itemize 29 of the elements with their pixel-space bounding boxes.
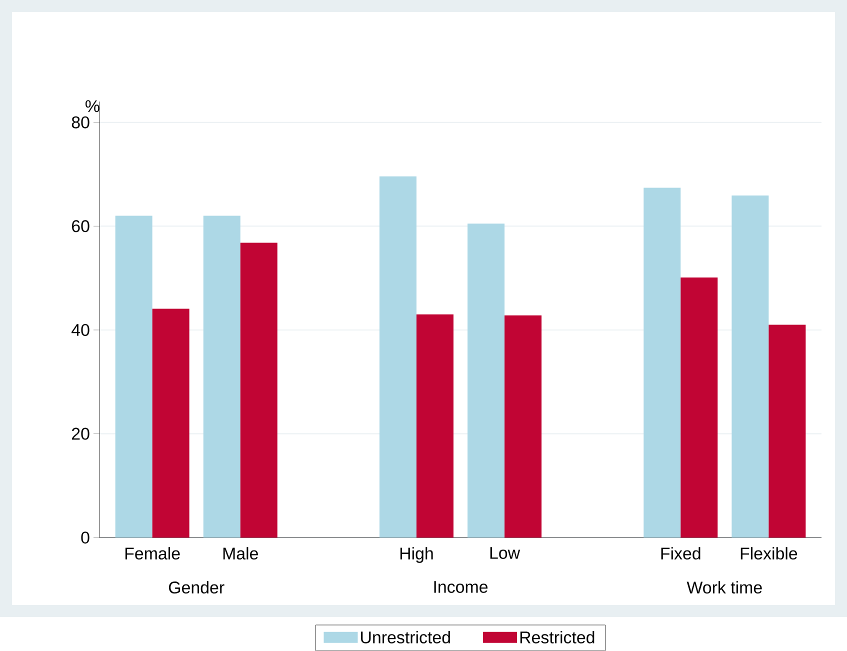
y-tick-label: 80 xyxy=(72,116,90,128)
x-tick-label: Flexible xyxy=(740,547,798,560)
y-tick-label: 40 xyxy=(72,324,90,336)
y-tick-label: 0 xyxy=(81,532,90,544)
x-tick-label: Low xyxy=(490,547,520,559)
y-tick-label: 20 xyxy=(72,428,90,440)
bar xyxy=(115,216,152,538)
bar xyxy=(203,216,240,538)
bar xyxy=(240,242,278,538)
y-tick-label: 60 xyxy=(72,220,90,232)
bar xyxy=(416,314,454,538)
y-axis-title: % xyxy=(86,100,100,112)
bar xyxy=(504,315,542,538)
bar xyxy=(768,324,806,538)
x-tick-label: High xyxy=(400,547,433,563)
bar xyxy=(468,224,505,538)
text: Gender xyxy=(168,581,224,594)
x-tick-label: Fixed xyxy=(661,547,700,560)
text: Income xyxy=(434,581,488,593)
bar xyxy=(152,308,190,538)
bar xyxy=(644,188,681,538)
legend-label: Restricted xyxy=(520,631,594,644)
x-tick-label: Female xyxy=(125,547,180,560)
bar xyxy=(732,196,769,538)
bar xyxy=(680,278,718,538)
text: Work time xyxy=(686,581,762,594)
legend-label: Unrestricted xyxy=(361,631,450,644)
bar xyxy=(379,176,416,538)
x-tick-label: Male xyxy=(223,547,258,560)
